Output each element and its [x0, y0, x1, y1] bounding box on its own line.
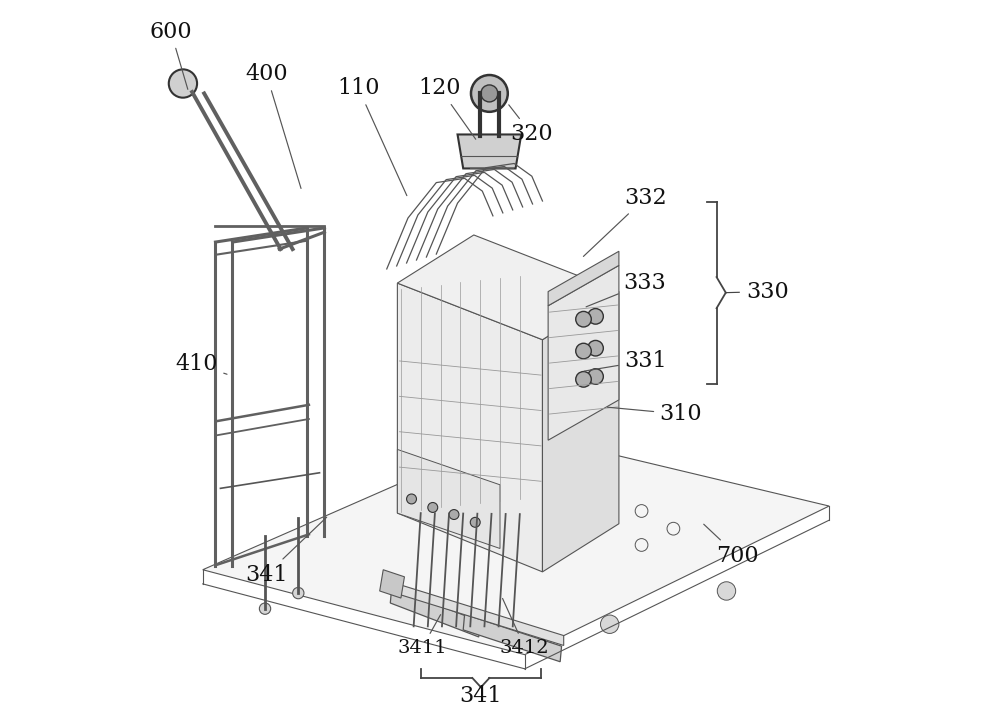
- Circle shape: [259, 603, 271, 614]
- Circle shape: [428, 503, 438, 513]
- Polygon shape: [390, 587, 480, 637]
- Polygon shape: [542, 292, 619, 572]
- Text: 332: 332: [583, 187, 666, 256]
- Text: 341: 341: [245, 517, 327, 586]
- Circle shape: [449, 510, 459, 520]
- Polygon shape: [548, 251, 619, 306]
- Circle shape: [471, 75, 508, 111]
- Circle shape: [169, 70, 197, 98]
- Text: 331: 331: [584, 350, 666, 372]
- Text: 341: 341: [460, 685, 502, 707]
- Polygon shape: [397, 449, 500, 549]
- Circle shape: [576, 343, 591, 359]
- Text: 120: 120: [419, 77, 476, 139]
- Circle shape: [588, 340, 603, 356]
- Circle shape: [601, 615, 619, 633]
- Circle shape: [717, 581, 736, 600]
- Text: 700: 700: [704, 524, 758, 567]
- Polygon shape: [203, 432, 829, 655]
- Text: 330: 330: [746, 281, 789, 303]
- Circle shape: [588, 368, 603, 384]
- Text: 320: 320: [509, 105, 553, 146]
- Text: 333: 333: [586, 272, 666, 307]
- Circle shape: [576, 312, 591, 327]
- Polygon shape: [548, 266, 619, 440]
- Polygon shape: [458, 134, 521, 168]
- Text: 310: 310: [608, 403, 702, 425]
- Circle shape: [576, 371, 591, 387]
- Circle shape: [407, 494, 416, 504]
- Text: 410: 410: [176, 354, 227, 376]
- Polygon shape: [397, 235, 619, 339]
- Text: 600: 600: [150, 21, 192, 89]
- Circle shape: [481, 85, 498, 102]
- Circle shape: [470, 518, 480, 528]
- Circle shape: [293, 587, 304, 599]
- Text: 400: 400: [245, 63, 301, 188]
- Text: 3411: 3411: [397, 615, 447, 657]
- Polygon shape: [397, 283, 542, 572]
- Polygon shape: [388, 581, 564, 645]
- Circle shape: [588, 309, 603, 324]
- Polygon shape: [380, 569, 404, 598]
- Polygon shape: [463, 614, 562, 662]
- Text: 3412: 3412: [500, 599, 550, 657]
- Text: 110: 110: [337, 77, 407, 196]
